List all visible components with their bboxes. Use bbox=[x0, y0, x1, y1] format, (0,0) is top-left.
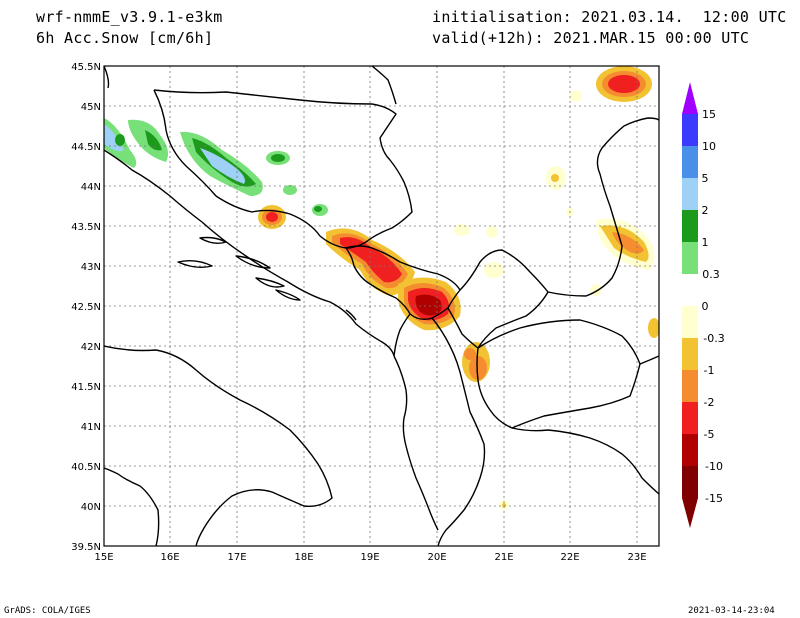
lat-label: 44.5N bbox=[71, 142, 101, 153]
lat-label: 45.5N bbox=[71, 62, 101, 73]
legend-label: 1 bbox=[702, 236, 709, 249]
border-bosnia-north bbox=[153, 89, 413, 249]
legend-label: -2 bbox=[704, 396, 715, 409]
legend-label: 0.3 bbox=[702, 268, 720, 281]
legend-swatch bbox=[682, 434, 698, 466]
lon-label: 18E bbox=[294, 552, 313, 563]
lat-label: 45N bbox=[81, 102, 101, 113]
lat-label: 43N bbox=[81, 262, 101, 273]
legend-swatch bbox=[682, 274, 698, 306]
snow-band-northwest bbox=[104, 118, 328, 216]
lon-label: 19E bbox=[360, 552, 379, 563]
legend-label: -10 bbox=[705, 460, 723, 473]
lon-label: 15E bbox=[94, 552, 113, 563]
lon-label: 22E bbox=[560, 552, 579, 563]
legend-label: -15 bbox=[705, 492, 723, 505]
legend-swatch bbox=[682, 210, 698, 242]
border-north-macedonia bbox=[476, 319, 641, 429]
field-title: 6h Acc.Snow [cm/6h] bbox=[36, 29, 214, 47]
lat-label: 40N bbox=[81, 502, 101, 513]
legend-swatch bbox=[682, 306, 698, 338]
graticule bbox=[104, 66, 659, 546]
legend-label: 0 bbox=[702, 300, 709, 313]
lat-label: 41N bbox=[81, 422, 101, 433]
snow-field bbox=[104, 66, 659, 510]
snow-band-east bbox=[454, 66, 659, 510]
coastlines-borders bbox=[104, 66, 659, 546]
border-bosnia-west bbox=[104, 66, 347, 249]
lon-axis: 15E 16E 17E 18E 19E 20E 21E 22E 23E bbox=[94, 552, 646, 563]
border-serbia-bulgaria bbox=[547, 117, 659, 297]
legend-label: 2 bbox=[702, 204, 709, 217]
legend-label: -5 bbox=[704, 428, 715, 441]
lat-axis: 45.5N 45N 44.5N 44N 43.5N 43N 42.5N 42N … bbox=[71, 62, 101, 553]
border-kosovo bbox=[447, 249, 549, 349]
lat-label: 43.5N bbox=[71, 222, 101, 233]
lat-label: 41.5N bbox=[71, 382, 101, 393]
lat-label: 44N bbox=[81, 182, 101, 193]
legend-swatch bbox=[682, 114, 698, 146]
lon-label: 21E bbox=[494, 552, 513, 563]
legend-swatch bbox=[682, 146, 698, 178]
legend-label: 15 bbox=[702, 108, 716, 121]
legend-bottom-triangle bbox=[682, 498, 698, 528]
footer-credit: GrADS: COLA/IGES bbox=[4, 606, 91, 616]
lon-label: 23E bbox=[627, 552, 646, 563]
footer-timestamp: 2021-03-14-23:04 bbox=[688, 606, 775, 616]
legend-top-triangle bbox=[682, 82, 698, 114]
legend-swatch bbox=[682, 242, 698, 274]
legend-swatch bbox=[682, 402, 698, 434]
legend-swatch bbox=[682, 338, 698, 370]
init-time: initialisation: 2021.03.14. 12:00 UTC bbox=[432, 8, 787, 26]
lat-label: 42.5N bbox=[71, 302, 101, 313]
legend-label: 10 bbox=[702, 140, 716, 153]
legend-label: -1 bbox=[704, 364, 715, 377]
border-albania-east bbox=[431, 317, 486, 546]
legend-label: 5 bbox=[702, 172, 709, 185]
coastline-italy-heel bbox=[104, 467, 160, 546]
border-montenegro bbox=[345, 247, 411, 357]
legend-label: -0.3 bbox=[703, 332, 724, 345]
lon-label: 17E bbox=[227, 552, 246, 563]
lat-label: 42N bbox=[81, 342, 101, 353]
coastline-italy bbox=[104, 345, 333, 546]
lat-label: 39.5N bbox=[71, 542, 101, 553]
lon-label: 16E bbox=[160, 552, 179, 563]
map-frame bbox=[103, 65, 660, 547]
valid-time: valid(+12h): 2021.MAR.15 00:00 UTC bbox=[432, 29, 750, 47]
legend-swatch bbox=[682, 178, 698, 210]
legend-swatch bbox=[682, 370, 698, 402]
legend-labels: 15 10 5 2 1 0.3 0 -0.3 -1 -2 -5 -10 -15 bbox=[702, 108, 725, 505]
color-legend: 15 10 5 2 1 0.3 0 -0.3 -1 -2 -5 -10 -15 bbox=[682, 82, 725, 528]
legend-swatch bbox=[682, 466, 698, 498]
coastline-east-adriatic bbox=[104, 149, 395, 357]
lon-label: 20E bbox=[427, 552, 446, 563]
model-title: wrf-nmmE_v3.9.1-e3km bbox=[36, 8, 223, 26]
lat-label: 40.5N bbox=[71, 462, 101, 473]
